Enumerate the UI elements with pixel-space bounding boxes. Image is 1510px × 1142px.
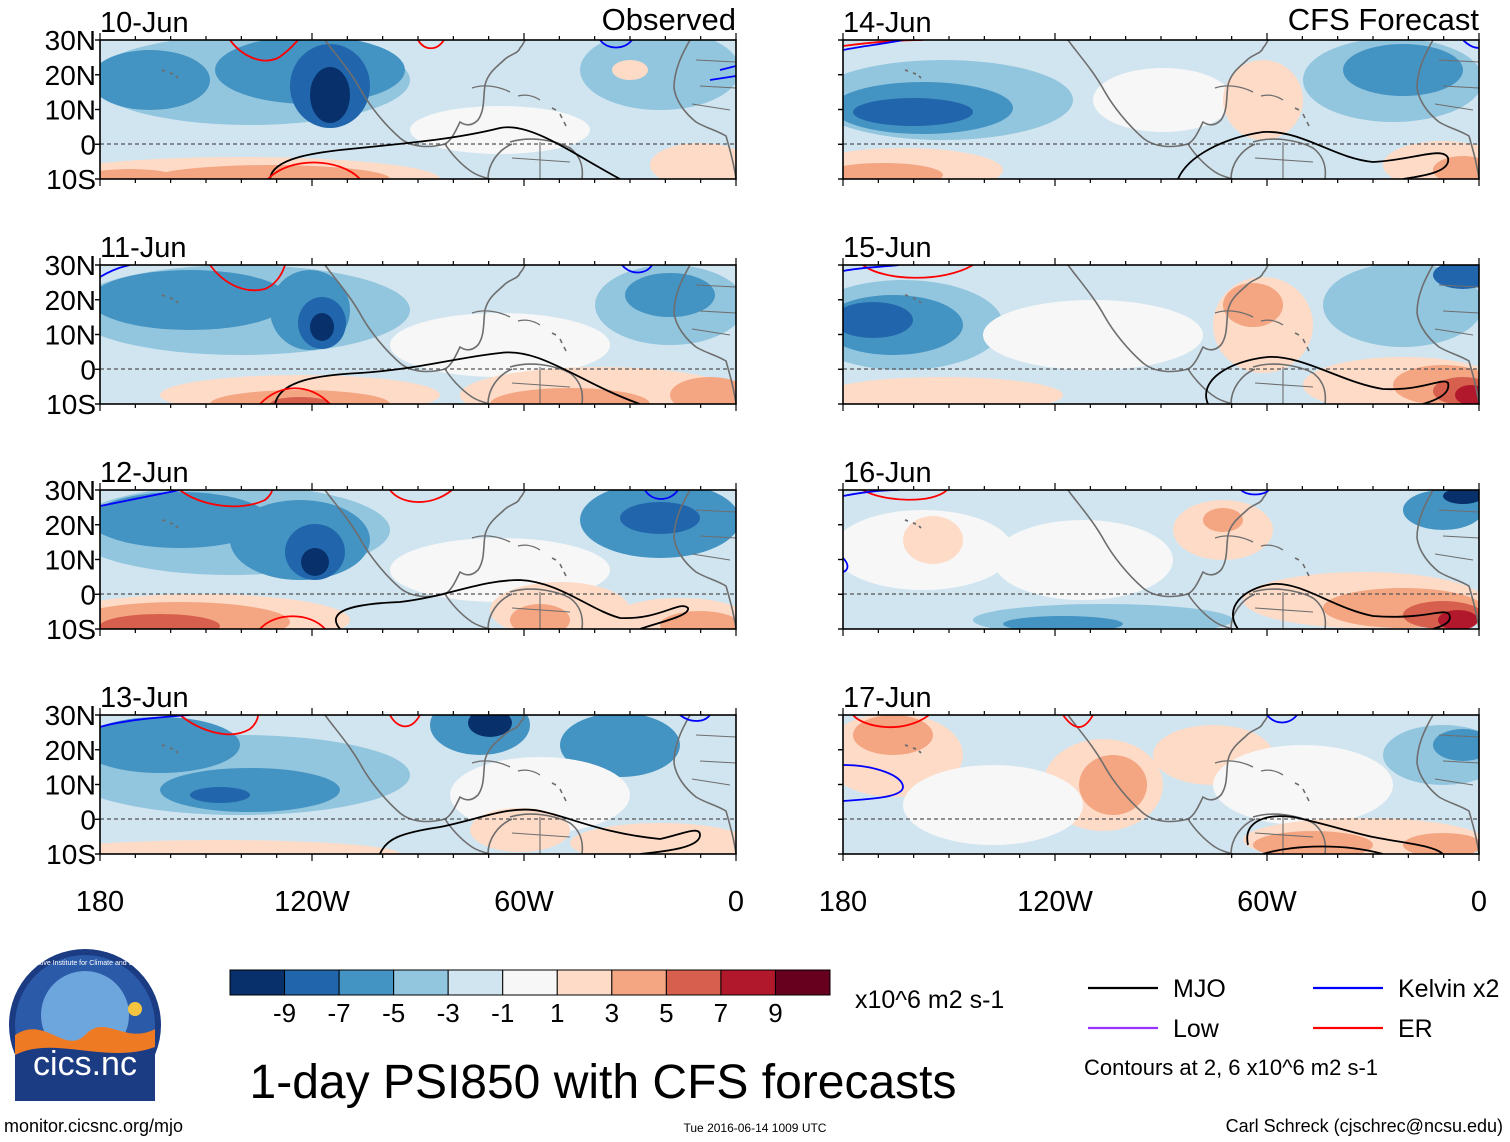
lat-tick-label: 20N [45,285,96,316]
colorbar-swatch [556,969,613,996]
cics-logo: cics.nc Cooperative Institute for Climat… [9,949,161,1101]
lat-tick-label: 10N [45,545,96,576]
right-column-header: CFS Forecast [1288,2,1480,37]
colorbar-swatch [229,969,286,996]
lat-tick-label: 10S [46,839,96,870]
panel-date-label: 14-Jun [843,7,932,39]
colorbar-label: 5 [659,998,673,1028]
panel-date-label: 12-Jun [100,457,189,489]
legend-label: Low [1173,1015,1220,1043]
lat-tick-label: 10N [45,95,96,126]
figure-title: 1-day PSI850 with CFS forecasts [250,1056,957,1109]
colorbar-swatch [447,969,504,996]
lon-tick-label: 60W [1237,886,1297,918]
panel-date-label: 11-Jun [100,232,187,264]
panel-date-label: 17-Jun [843,682,932,714]
lat-tick-label: 20N [45,510,96,541]
legend: MJO Kelvin x2 Low ER Contours at 2, 6 x10^6 … [1084,975,1499,1080]
panel-11-jun [99,264,737,405]
logo-text: cics.nc [33,1045,137,1083]
panel-12-jun [99,489,737,630]
lat-tick-label: 10S [46,614,96,645]
panel-13-jun [99,714,737,855]
lat-tick-label: 30N [45,700,96,731]
legend-label: MJO [1173,975,1226,1003]
lon-tick-label: 0 [728,886,744,918]
colorbar-swatch [338,969,395,996]
panel-date-label: 15-Jun [843,232,932,264]
legend-label: ER [1398,1015,1433,1043]
lat-tick-label: 20N [45,735,96,766]
lat-tick-label: 10S [46,164,96,195]
lat-tick-label: 10S [46,389,96,420]
lat-tick-label: 20N [45,60,96,91]
colorbar-label: -3 [437,998,460,1028]
panel-10-jun [99,39,737,180]
lat-tick-label: 0 [80,354,96,385]
lat-tick-label: 0 [80,129,96,160]
colorbar-label: 9 [768,998,782,1028]
lat-tick-label: 30N [45,250,96,281]
footer-left: monitor.cicsnc.org/mjo [4,1116,183,1136]
colorbar-swatch [502,969,558,996]
lat-tick-label: 0 [80,804,96,835]
colorbar-swatch [774,969,831,996]
colorbar-label: -5 [382,998,405,1028]
panel-date-label: 13-Jun [100,682,189,714]
colorbar-swatch [611,969,667,996]
contour-note: Contours at 2, 6 x10^6 m2 s-1 [1084,1055,1378,1080]
colorbar-swatch [720,969,776,996]
colorbar-label: 7 [714,998,728,1028]
lat-tick-label: 30N [45,25,96,56]
lat-tick-label: 10N [45,770,96,801]
panel-date-label: 10-Jun [100,7,189,39]
left-column-header: Observed [602,2,736,37]
lon-tick-label: 60W [494,886,554,918]
lon-tick-label: 180 [819,886,867,918]
colorbar-label: -7 [328,998,351,1028]
lat-tick-label: 10N [45,320,96,351]
lon-tick-label: 0 [1471,886,1487,918]
lon-tick-label: 180 [76,886,124,918]
logo-ring-text: Cooperative Institute for Climate and Sa… [13,960,157,967]
panel-14-jun [842,39,1480,180]
colorbar-swatch [665,969,722,996]
lat-tick-label: 30N [45,475,96,506]
colorbar-label: -1 [491,998,514,1028]
colorbar-swatch [284,969,340,996]
lat-tick-label: 0 [80,579,96,610]
legend-label: Kelvin x2 [1398,975,1499,1003]
lon-tick-label: 120W [1017,886,1093,918]
footer-right: Carl Schreck (cjschrec@ncsu.edu) [1226,1116,1503,1136]
colorbar-label: -9 [273,998,296,1028]
colorbar-swatch [393,969,449,996]
panel-15-jun [842,264,1480,405]
footer-center: Tue 2016-06-14 1009 UTC [684,1121,827,1135]
colorbar-units: x10^6 m2 s-1 [855,986,1004,1014]
colorbar: -9 -7 -5 -3 -1 1 3 5 7 9 x10^6 m2 s-1 [229,969,1004,1028]
panel-17-jun [842,714,1480,855]
colorbar-label: 3 [605,998,619,1028]
panel-16-jun [842,489,1480,630]
panel-date-label: 16-Jun [843,457,932,489]
colorbar-label: 1 [550,998,564,1028]
lon-tick-label: 120W [274,886,350,918]
